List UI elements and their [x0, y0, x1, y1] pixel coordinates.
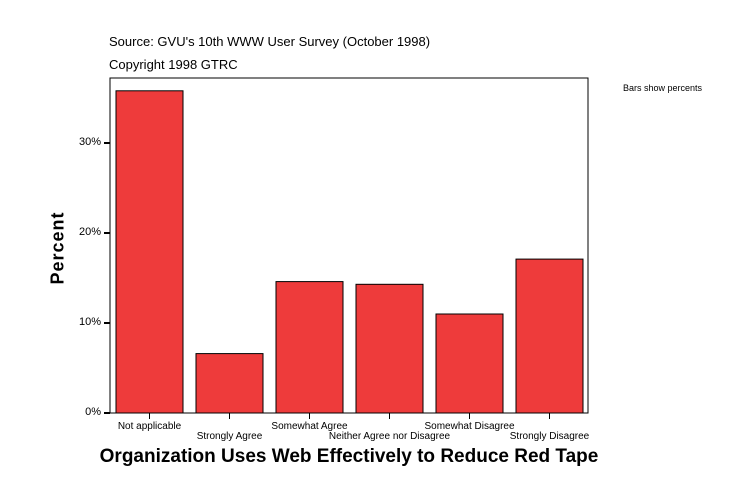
source-text: Source: GVU's 10th WWW User Survey (Octo… [109, 34, 431, 49]
bar [115, 90, 184, 414]
x-tick-label: Neither Agree nor Disagree [328, 431, 451, 442]
y-tick-label: 0% [85, 406, 101, 418]
y-tick-label: 30% [78, 136, 101, 148]
plot-frame [109, 77, 589, 414]
bar [195, 353, 264, 414]
bar [275, 281, 344, 414]
x-axis-title: Organization Uses Web Effectively to Red… [99, 446, 599, 467]
x-tick-label: Strongly Disagree [509, 431, 590, 442]
bar [435, 313, 504, 414]
bars-note: Bars show percents [623, 83, 703, 93]
y-tick-label: 10% [78, 316, 101, 328]
copyright-text: Copyright 1998 GTRC [109, 57, 238, 72]
x-tick-label: Somewhat Disagree [424, 421, 515, 432]
bar [355, 283, 424, 414]
y-tick-label: 20% [78, 226, 101, 238]
x-tick-label: Strongly Agree [196, 431, 263, 442]
x-tick-label: Not applicable [117, 421, 182, 432]
x-tick-label: Somewhat Agree [271, 421, 348, 432]
bar [515, 258, 584, 414]
